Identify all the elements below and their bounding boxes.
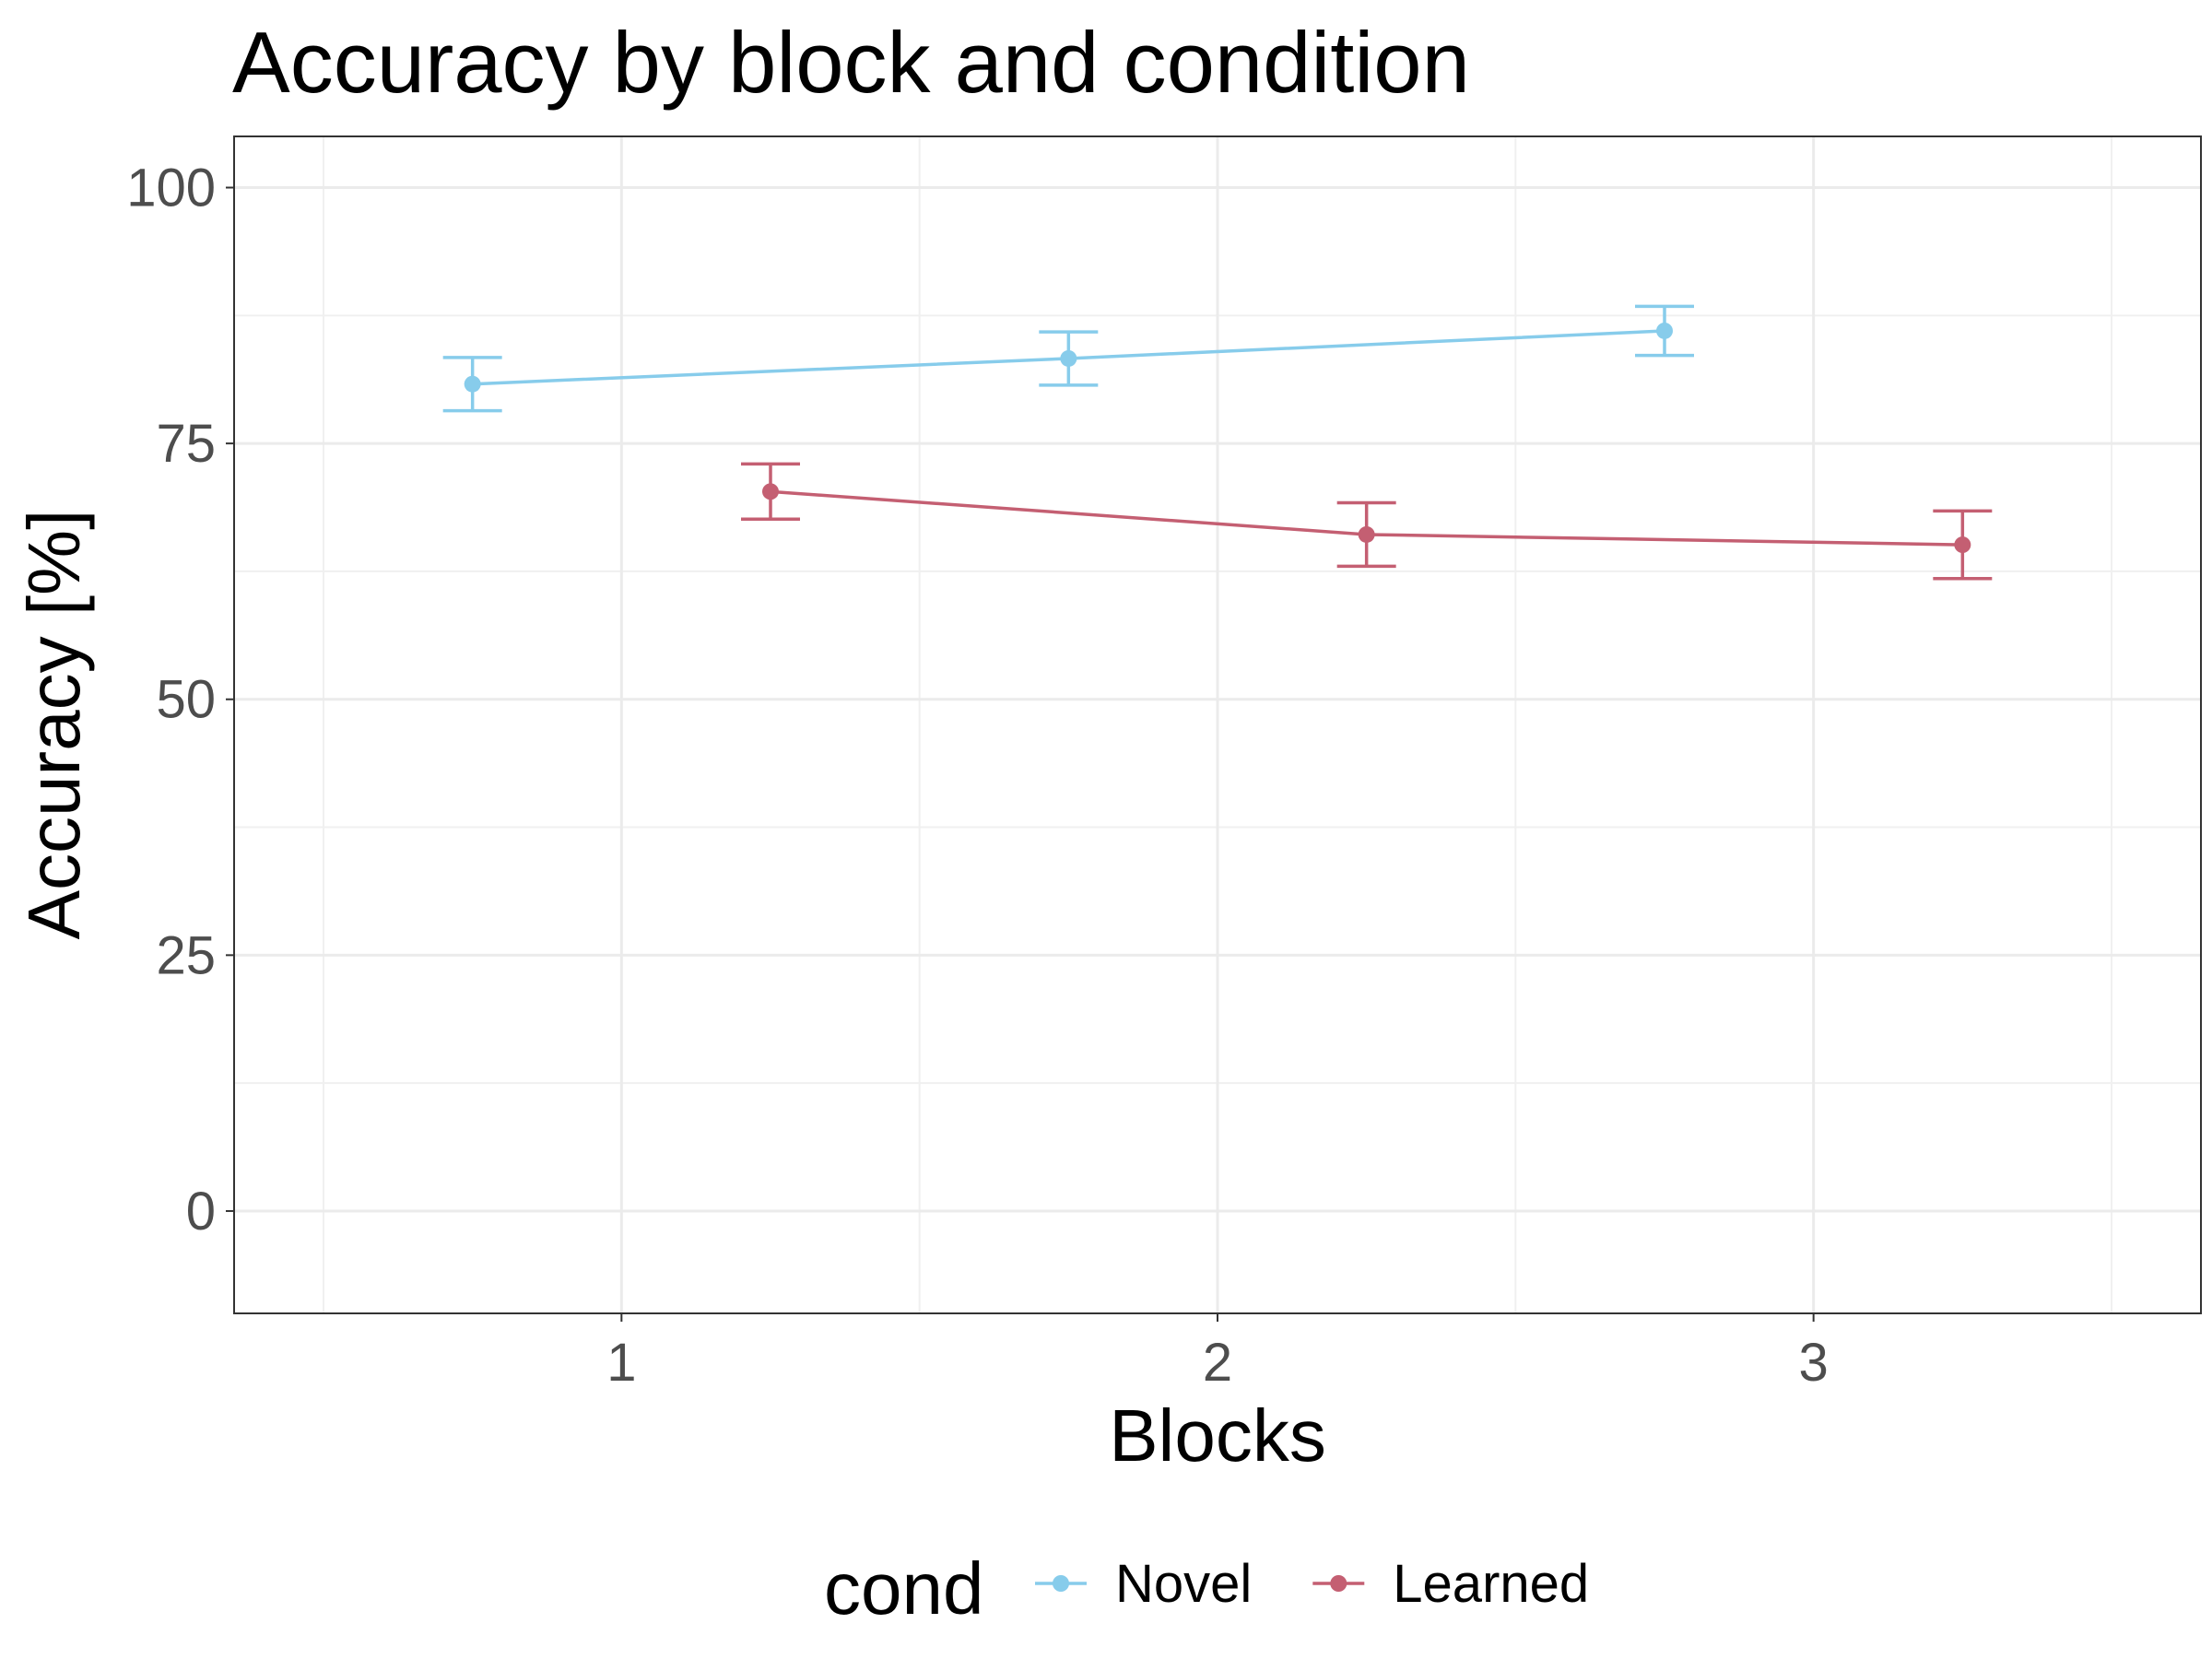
y-tick-label: 0	[186, 1182, 216, 1241]
data-point	[1358, 525, 1375, 543]
series-learned	[741, 462, 1993, 581]
data-point	[464, 375, 481, 393]
data-point	[762, 483, 779, 500]
data-layer	[442, 304, 1993, 581]
y-tick-label: 100	[126, 159, 216, 218]
data-point	[1656, 322, 1673, 339]
legend-key-point	[1053, 1575, 1069, 1592]
series-novel	[442, 304, 1694, 413]
y-tick-label: 25	[156, 925, 216, 985]
legend-title: cond	[824, 1547, 983, 1630]
x-tick-label: 2	[1203, 1333, 1232, 1393]
y-axis-title: Accuracy [%]	[13, 510, 95, 940]
legend: cond Novel Learned	[824, 1547, 1589, 1630]
tick-layer: 0 25 50 75 100 1 2 3	[126, 159, 1829, 1393]
grid-lines	[234, 136, 2201, 1313]
legend-label: Learned	[1393, 1554, 1589, 1614]
x-tick-label: 1	[606, 1333, 636, 1393]
legend-items: Novel Learned	[1035, 1554, 1589, 1614]
legend-item-learned: Learned	[1312, 1554, 1589, 1614]
chart-title: Accuracy by block and condition	[232, 14, 1470, 111]
x-tick-label: 3	[1799, 1333, 1829, 1393]
y-tick-label: 50	[156, 670, 216, 730]
data-point	[1954, 536, 1971, 554]
legend-key-point	[1330, 1575, 1347, 1592]
y-tick-label: 75	[156, 414, 216, 474]
data-point	[1060, 349, 1077, 367]
legend-label: Novel	[1115, 1554, 1252, 1614]
x-axis-title: Blocks	[1109, 1394, 1326, 1477]
legend-item-novel: Novel	[1035, 1554, 1252, 1614]
